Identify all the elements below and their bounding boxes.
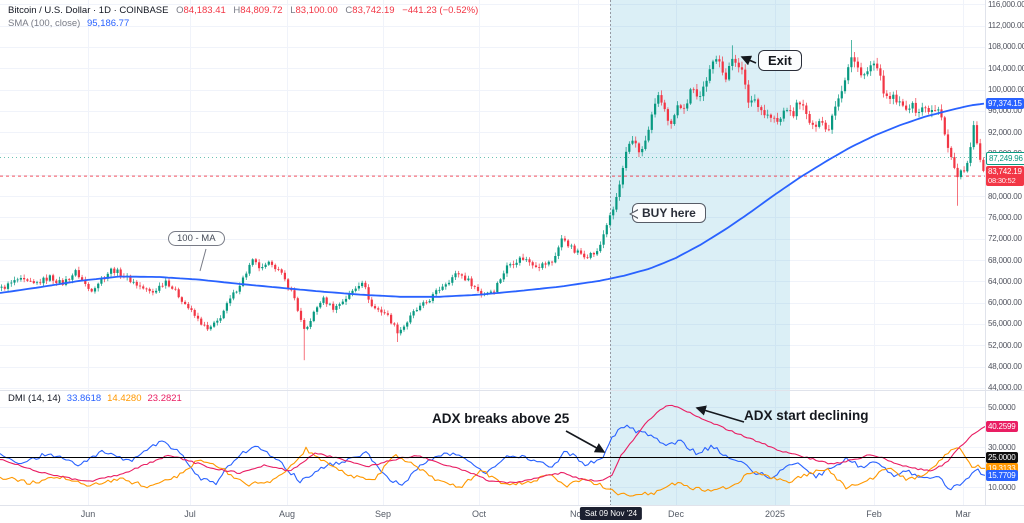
- minus-di-value-badge: 19.3133: [986, 462, 1018, 474]
- time-tick: 2025: [764, 509, 786, 519]
- plus-di-legend-value: 33.8618: [66, 393, 102, 404]
- sma-value: 95,186.77: [86, 18, 130, 29]
- time-tick: Aug: [278, 509, 296, 519]
- price-tick: 76,000.00: [988, 212, 1022, 222]
- alert-level-badge: 87,249.96: [986, 151, 1024, 165]
- low-label: L: [290, 5, 296, 16]
- high-label: H: [233, 5, 241, 16]
- price-tick: 60,000.00: [988, 298, 1022, 308]
- close-value: 83,742.19: [352, 5, 395, 16]
- price-tick: 64,000.00: [988, 276, 1022, 286]
- open-label: O: [176, 5, 184, 16]
- level-25-badge: 25.0000: [986, 451, 1018, 463]
- time-tick: Mar: [955, 509, 971, 519]
- change-value: −441.23 (−0.52%): [402, 5, 479, 16]
- price-tick: 72,000.00: [988, 234, 1022, 244]
- crosshair-date-badge: Sat 09 Nov '24: [579, 507, 643, 520]
- adx-breaks-annotation[interactable]: ADX breaks above 25: [432, 411, 570, 426]
- price-tick: 112,000.00: [988, 21, 1024, 31]
- price-tick: 108,000.00: [988, 42, 1024, 52]
- time-tick: Feb: [866, 509, 882, 519]
- price-tick: 68,000.00: [988, 255, 1022, 265]
- symbol-legend: Bitcoin / U.S. Dollar · 1D · COINBASE O8…: [8, 4, 478, 30]
- ma-label-annotation[interactable]: 100 - MA: [168, 231, 225, 246]
- time-tick: Oct: [471, 509, 487, 519]
- dmi-tick: 50.0000: [988, 402, 1016, 412]
- sma-value-badge: 97,374.15: [986, 97, 1024, 109]
- dmi-tick: 10.0000: [988, 482, 1016, 492]
- price-tick: 56,000.00: [988, 319, 1022, 329]
- time-tick: Nov: [569, 509, 587, 519]
- adx-declining-annotation[interactable]: ADX start declining: [744, 408, 869, 423]
- minus-di-legend-value: 14.4280: [107, 393, 142, 404]
- open-value: 84,183.41: [183, 5, 226, 16]
- low-value: 83,100.00: [295, 5, 338, 16]
- last-price-badge: 83,742.19 08:30:52: [986, 166, 1024, 187]
- dmi-tick: 30.0000: [988, 442, 1016, 452]
- symbol-title: Bitcoin / U.S. Dollar · 1D · COINBASE: [8, 5, 169, 16]
- time-tick: Jul: [184, 509, 196, 519]
- plus-di-value-badge: 15.7709: [986, 469, 1018, 481]
- price-tick: 116,000.00: [988, 0, 1024, 9]
- time-tick: Sep: [374, 509, 392, 519]
- time-tick: Jun: [80, 509, 96, 519]
- price-tick: 80,000.00: [988, 191, 1022, 201]
- close-label: C: [345, 5, 353, 16]
- high-value: 84,809.72: [240, 5, 283, 16]
- price-tick: 100,000.00: [988, 85, 1024, 94]
- dmi-title: DMI (14, 14): [8, 393, 61, 404]
- price-tick: 44,000.00: [988, 383, 1022, 393]
- sma-label: SMA (100, close): [8, 18, 81, 29]
- adx-legend-value: 23.2821: [147, 393, 182, 404]
- adx-value-badge: 40.2599: [986, 420, 1018, 432]
- price-tick: 48,000.00: [988, 362, 1022, 372]
- time-tick: Dec: [667, 509, 685, 519]
- dmi-legend: DMI (14, 14) 33.8618 14.4280 23.2821: [8, 393, 188, 404]
- price-tick: 52,000.00: [988, 340, 1022, 350]
- price-axis[interactable]: 116,000.00 112,000.00 108,000.00 104,000.00…: [985, 0, 1024, 506]
- buy-here-annotation[interactable]: BUY here: [629, 203, 706, 223]
- exit-annotation[interactable]: Exit: [758, 50, 802, 71]
- price-tick: 96,000.00: [988, 106, 1022, 116]
- price-tick: 104,000.00: [988, 63, 1024, 73]
- ohlc-row: Bitcoin / U.S. Dollar · 1D · COINBASE O8…: [8, 4, 478, 17]
- sma-row: SMA (100, close) 95,186.77: [8, 17, 478, 30]
- time-axis[interactable]: Jun Jul Aug Sep Oct Nov Dec 2025 Feb Mar Sat 09 No…: [0, 506, 1024, 523]
- price-tick: 92,000.00: [988, 127, 1022, 137]
